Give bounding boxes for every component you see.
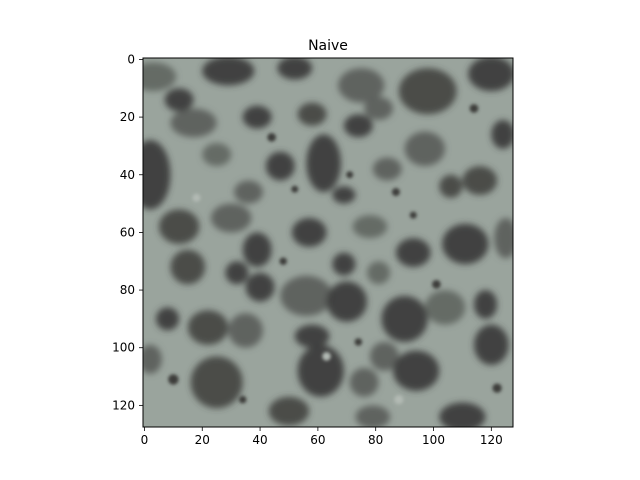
texture-speck [432,279,441,289]
texture-blob [332,186,356,204]
texture-blob [338,68,385,103]
texture-blob [202,143,232,167]
texture-blob [439,174,463,198]
texture-speck [394,394,404,405]
texture-blob [143,62,177,92]
texture-blob [473,290,498,319]
x-tick-label: 120 [480,433,503,447]
texture-blob [228,313,263,348]
y-tick-label: 40 [120,168,135,182]
texture-blob [234,180,263,204]
texture-blob [291,217,327,247]
texture-blob [156,307,180,331]
texture-blob [143,344,162,374]
texture-speck [291,185,299,193]
texture-blob [326,281,368,322]
texture-specks [168,104,502,405]
texture-blob [265,151,295,181]
texture-blob [355,405,391,427]
texture-speck [238,395,247,404]
y-tick-label: 100 [112,341,135,355]
texture-blob [268,396,310,426]
texture-blob [372,157,402,181]
texture-blob [494,218,513,259]
texture-speck [322,352,331,361]
texture-speck [469,104,479,113]
y-tick-label: 0 [127,52,135,66]
texture-speck [354,338,363,346]
texture-blob [395,238,431,268]
texture-blob [398,68,457,115]
texture-blob [306,134,342,193]
x-tick-label: 60 [310,433,325,447]
texture-blob [381,295,428,342]
texture-blob [439,402,486,427]
texture-blob [297,344,344,397]
texture-blob [349,367,379,397]
texture-speck [391,188,400,197]
texture-blob [210,203,252,233]
figure-title: Naive [308,38,348,54]
texture-blob [245,272,275,302]
texture-blob [190,356,243,409]
texture-speck [409,211,417,219]
texture-blob [242,105,272,129]
texture-blob [442,223,489,265]
texture-blob [164,88,194,112]
image-frame [142,57,514,428]
texture-blob [202,58,255,86]
y-tick-label: 80 [120,283,135,297]
texture-blob [225,261,249,285]
texture-blob [187,310,229,345]
texture-speck [267,132,276,142]
y-axis: 0 20 40 60 80 100 120 [112,52,143,412]
texture-blob [352,215,388,239]
texture-blob [473,324,509,366]
texture-blob [332,252,356,276]
texture-blob [491,119,513,149]
x-axis: 0 20 40 60 80 100 120 [141,427,503,447]
x-tick-label: 100 [422,433,445,447]
texture-speck [279,257,287,265]
texture-blob [170,249,206,285]
texture-blob [468,58,513,92]
texture-blob [367,261,391,285]
texture-blob [343,114,373,138]
y-tick-label: 20 [120,110,135,124]
texture-blob [424,290,466,325]
texture-blob [158,209,200,244]
texture-blob [364,96,394,120]
image-panel [143,58,513,427]
texture-speck [168,374,179,385]
y-tick-label: 120 [112,398,135,412]
x-tick-label: 20 [195,433,210,447]
texture-blob [170,108,217,138]
x-tick-label: 40 [252,433,267,447]
texture-blob [297,102,327,126]
texture-blob [280,275,333,317]
texture-blob [369,341,399,371]
texture-blob [242,232,272,268]
texture-blobs [143,58,513,427]
texture-blob [277,58,313,80]
x-tick-label: 0 [141,433,149,447]
y-tick-label: 60 [120,225,135,239]
texture-speck [492,383,502,393]
texture-blob [393,350,440,391]
texture-blob [143,140,171,210]
texture-speck [346,171,354,179]
texture-blob [462,166,498,195]
texture-blob [404,131,446,167]
x-tick-label: 80 [368,433,383,447]
texture-speck [192,193,201,202]
texture-blob [294,324,330,348]
